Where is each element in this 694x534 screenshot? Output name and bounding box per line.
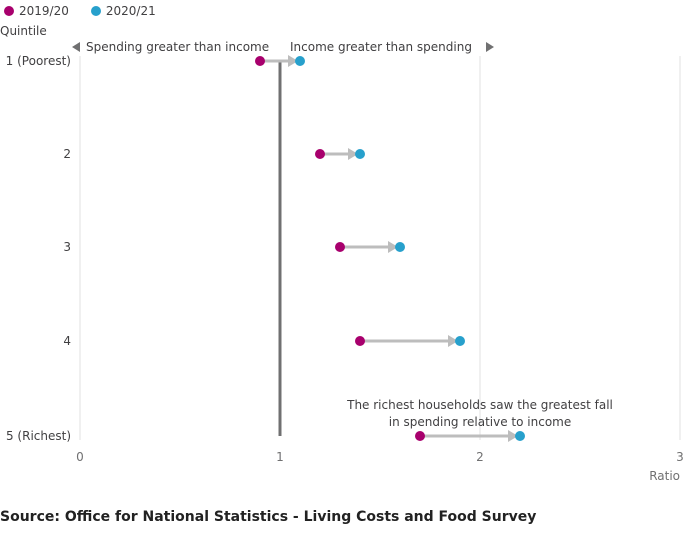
x-tick-label: 2 <box>476 450 484 464</box>
point-2020-21 <box>395 242 405 252</box>
arrow-head <box>388 241 398 253</box>
annotation-line-1: The richest households saw the greatest … <box>346 398 613 412</box>
right-arrow-icon <box>486 42 494 52</box>
left-note: Spending greater than income <box>86 40 269 54</box>
x-axis-title: Ratio <box>649 469 680 483</box>
point-2020-21 <box>455 336 465 346</box>
legend-label-2019: 2019/20 <box>19 4 69 18</box>
y-tick-label: 4 <box>63 334 71 348</box>
legend-dot-2019 <box>4 6 14 16</box>
point-2019-20 <box>315 149 325 159</box>
point-2019-20 <box>355 336 365 346</box>
arrow-head <box>348 148 358 160</box>
arrow-head <box>448 335 458 347</box>
right-note: Income greater than spending <box>290 40 472 54</box>
annotation-line-2: in spending relative to income <box>389 415 572 429</box>
y-axis-title: Quintile <box>0 24 47 38</box>
x-tick-label: 1 <box>276 450 284 464</box>
point-2020-21 <box>355 149 365 159</box>
x-tick-label: 0 <box>76 450 84 464</box>
legend-dot-2020 <box>90 6 101 16</box>
point-2020-21 <box>295 56 305 66</box>
x-tick-label: 3 <box>676 450 684 464</box>
point-2019-20 <box>415 431 425 441</box>
legend-item-2019: 2019/20 <box>4 4 69 18</box>
legend-label-2020: 2020/21 <box>105 4 156 18</box>
source-note: Source: Office for National Statistics -… <box>0 509 537 525</box>
legend-item-2020: 2020/21 <box>90 4 156 18</box>
point-2019-20 <box>255 56 265 66</box>
point-2020-21 <box>515 431 525 441</box>
arrow-head <box>288 55 298 67</box>
point-2019-20 <box>335 242 345 252</box>
y-tick-label: 2 <box>63 147 71 161</box>
legend: 2019/20 2020/21 <box>4 4 156 18</box>
y-tick-label: 3 <box>63 240 71 254</box>
left-arrow-icon <box>72 42 80 52</box>
y-tick-label: 1 (Poorest) <box>6 54 71 68</box>
arrow-head <box>508 430 518 442</box>
y-tick-label: 5 (Richest) <box>6 429 71 443</box>
